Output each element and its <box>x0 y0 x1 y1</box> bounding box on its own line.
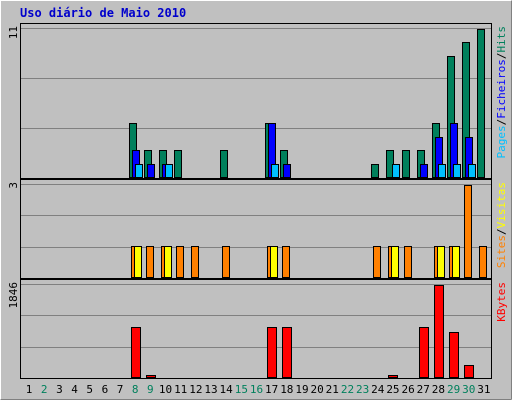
bar-sites-day-26 <box>404 246 412 278</box>
panel-legend-3: KBytes <box>495 282 508 322</box>
x-tick-label-day-26: 26 <box>401 383 414 396</box>
bar-visits-day-25 <box>391 246 399 278</box>
bar-pages-day-10 <box>165 164 173 178</box>
legend-entry: / <box>495 228 508 235</box>
bar-hits-day-31 <box>477 29 485 178</box>
x-tick-label-day-21: 21 <box>326 383 339 396</box>
panel-frame-3 <box>20 279 492 379</box>
legend-entry: Visitas <box>495 182 508 228</box>
x-tick-label-day-14: 14 <box>220 383 234 396</box>
panel-legend-2: Sites/Visitas <box>495 182 508 268</box>
bar-kbytes-day-18 <box>282 327 292 378</box>
x-tick-label-day-5: 5 <box>86 383 93 396</box>
legend-entry: Sites <box>495 235 508 268</box>
bar-sites-day-14 <box>222 246 230 278</box>
x-tick-label-day-1: 1 <box>26 383 33 396</box>
bar-kbytes-day-9 <box>146 375 156 378</box>
bar-sites-day-18 <box>282 246 290 278</box>
bar-pages-day-30 <box>468 164 476 178</box>
x-tick-label-day-12: 12 <box>189 383 202 396</box>
x-tick-label-day-15: 15 <box>235 383 248 396</box>
x-tick-label-day-4: 4 <box>71 383 78 396</box>
x-tick-label-day-24: 24 <box>371 383 385 396</box>
x-tick-label-day-30: 30 <box>462 383 475 396</box>
x-tick-label-day-28: 28 <box>432 383 445 396</box>
bar-pages-day-17 <box>271 164 279 178</box>
x-tick-label-day-6: 6 <box>102 383 109 396</box>
x-tick-label-day-16: 16 <box>250 383 263 396</box>
legend-entry: / <box>495 119 508 126</box>
chart-marks <box>129 29 487 378</box>
chart-title: Uso diário de Maio 2010 <box>20 6 186 20</box>
bar-files-day-9 <box>147 164 155 178</box>
x-tick-label-day-23: 23 <box>356 383 369 396</box>
bar-sites-day-12 <box>191 246 199 278</box>
bar-hits-day-14 <box>220 150 228 178</box>
bar-sites-day-11 <box>176 246 184 278</box>
bar-kbytes-day-30 <box>464 365 474 378</box>
bar-sites-day-24 <box>373 246 381 278</box>
legend-entry: KBytes <box>495 282 508 322</box>
bar-visits-day-8 <box>134 246 142 278</box>
panel-frame-1 <box>20 23 492 179</box>
x-tick-label-day-27: 27 <box>417 383 430 396</box>
x-tick-label-day-7: 7 <box>117 383 124 396</box>
bar-kbytes-day-25 <box>388 375 398 378</box>
bar-kbytes-day-27 <box>419 327 429 378</box>
x-tick-label-day-10: 10 <box>159 383 172 396</box>
x-tick-label-day-19: 19 <box>295 383 308 396</box>
y-axis-max-labels: 11 3 1846 <box>7 26 20 309</box>
x-tick-label-day-8: 8 <box>132 383 139 396</box>
bar-visits-day-17 <box>270 246 278 278</box>
legend-entry: / <box>495 53 508 60</box>
x-tick-label-day-29: 29 <box>447 383 460 396</box>
bar-files-day-18 <box>283 164 291 178</box>
bar-files-day-27 <box>420 164 428 178</box>
bar-kbytes-day-17 <box>267 327 277 378</box>
y-max-label: 11 <box>7 26 20 39</box>
x-tick-label-day-3: 3 <box>56 383 63 396</box>
bar-sites-day-9 <box>146 246 154 278</box>
bar-visits-day-29 <box>452 246 460 278</box>
bar-sites-day-31 <box>479 246 487 278</box>
bar-pages-day-8 <box>135 164 143 178</box>
x-tick-label-day-11: 11 <box>174 383 187 396</box>
panel-legend-1: Pages/Ficheiros/Hits <box>495 26 508 158</box>
bar-pages-day-29 <box>453 164 461 178</box>
x-axis-day-labels: 1 2 3 4 5 6 7 8 9 10 11 12 13 14 15 16 17 18 19 20 21 22 23 24 2… <box>26 383 491 396</box>
bar-visits-day-28 <box>437 246 445 278</box>
bar-hits-day-24 <box>371 164 379 178</box>
bar-kbytes-day-8 <box>131 327 141 378</box>
bar-hits-day-11 <box>174 150 182 178</box>
chart-panels <box>20 23 492 379</box>
y-max-label: 3 <box>7 182 20 189</box>
bar-sites-day-30 <box>464 185 472 278</box>
legend-entry: Hits <box>495 26 508 53</box>
bar-pages-day-25 <box>392 164 400 178</box>
x-tick-label-day-13: 13 <box>204 383 217 396</box>
x-tick-label-day-20: 20 <box>311 383 324 396</box>
x-tick-label-day-9: 9 <box>147 383 154 396</box>
legend-entry: Ficheiros <box>495 59 508 119</box>
bar-hits-day-26 <box>402 150 410 178</box>
panel-frame-2 <box>20 179 492 279</box>
bar-kbytes-day-29 <box>449 332 459 378</box>
bar-kbytes-day-28 <box>434 285 444 378</box>
x-tick-label-day-18: 18 <box>280 383 293 396</box>
x-tick-label-day-22: 22 <box>341 383 354 396</box>
x-tick-label-day-31: 31 <box>477 383 490 396</box>
x-tick-label-day-17: 17 <box>265 383 278 396</box>
x-tick-label-day-25: 25 <box>386 383 399 396</box>
y-max-label: 1846 <box>7 282 20 309</box>
x-tick-label-day-2: 2 <box>41 383 48 396</box>
bar-visits-day-10 <box>164 246 172 278</box>
legend-entry: Pages <box>495 125 508 158</box>
bar-pages-day-28 <box>438 164 446 178</box>
